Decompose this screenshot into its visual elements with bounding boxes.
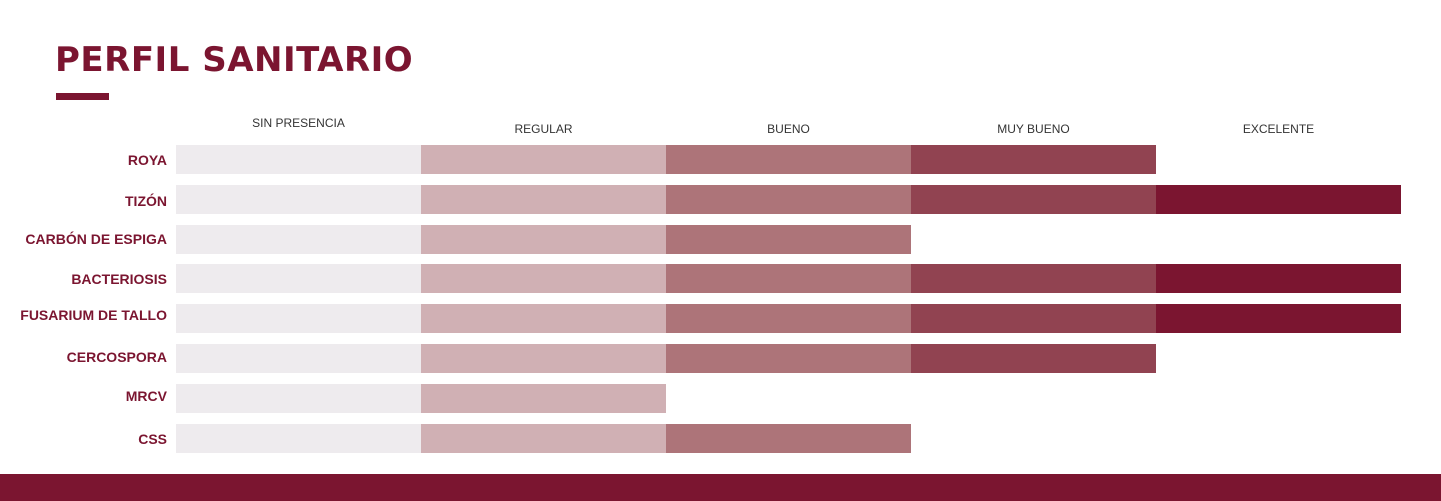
bar-segment — [421, 145, 666, 174]
bar-segment — [911, 145, 1156, 174]
bar-segment — [666, 264, 911, 293]
level-label: REGULAR — [514, 122, 573, 136]
row-label: FUSARIUM DE TALLO — [20, 307, 167, 323]
row-label: CSS — [138, 431, 167, 447]
bar-segment — [421, 304, 666, 333]
bar-segment — [666, 424, 911, 453]
bar-segment — [911, 264, 1156, 293]
bar-segment — [1156, 264, 1401, 293]
bar-segment — [176, 185, 421, 214]
row-label: MRCV — [125, 388, 167, 404]
bar-segment — [666, 145, 911, 174]
bar-segment — [176, 344, 421, 373]
bar-segment — [421, 384, 666, 413]
bar-segment — [421, 185, 666, 214]
bar-segment — [176, 424, 421, 453]
bar-segment — [421, 225, 666, 254]
bar-segment — [666, 225, 911, 254]
bar-segment — [911, 185, 1156, 214]
level-label: EXCELENTE — [1242, 122, 1315, 136]
bar-segment — [666, 304, 911, 333]
bar-segment — [666, 185, 911, 214]
level-label: BUENO — [767, 122, 810, 136]
bar-segment — [176, 225, 421, 254]
bar-segment — [421, 264, 666, 293]
row-label: CARBÓN DE ESPIGA — [25, 231, 167, 247]
bar-segment — [176, 145, 421, 174]
bar-segment — [911, 304, 1156, 333]
title-underline — [56, 93, 109, 100]
row-label: ROYA — [127, 152, 167, 168]
row-label: CERCOSPORA — [66, 349, 167, 365]
bar-segment — [176, 264, 421, 293]
bar-segment — [176, 304, 421, 333]
page-title: PERFIL SANITARIO — [55, 40, 414, 80]
level-label: MUY BUENO — [997, 122, 1070, 136]
bar-segment — [176, 384, 421, 413]
footer-bar — [0, 474, 1441, 501]
bar-segment — [421, 344, 666, 373]
bar-segment — [911, 344, 1156, 373]
bar-segment — [1156, 185, 1401, 214]
bar-segment — [421, 424, 666, 453]
level-label: SIN PRESENCIA — [252, 116, 345, 130]
row-label: TIZÓN — [125, 193, 167, 209]
row-label: BACTERIOSIS — [71, 271, 167, 287]
bar-segment — [1156, 304, 1401, 333]
bar-segment — [666, 344, 911, 373]
